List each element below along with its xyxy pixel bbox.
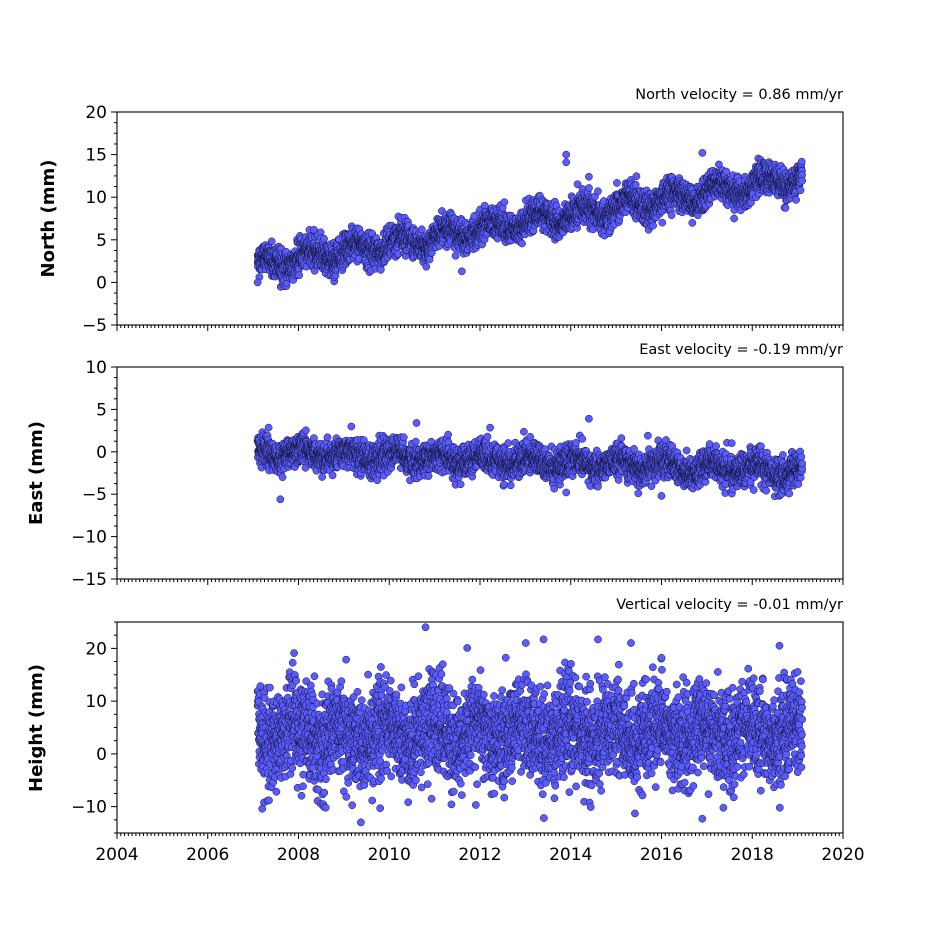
data-point: [797, 157, 806, 166]
north-points: [253, 149, 807, 291]
data-point: [796, 186, 805, 195]
data-point: [631, 180, 640, 189]
data-point: [422, 262, 431, 271]
data-point: [798, 176, 807, 185]
data-point: [480, 201, 489, 210]
data-point: [320, 234, 328, 243]
y-tick-label: 0: [96, 273, 107, 293]
east-velocity-title: East velocity = -0.19 mm/yr: [639, 342, 843, 358]
data-point: [318, 473, 326, 481]
data-point: [264, 423, 273, 432]
data-point: [278, 473, 287, 481]
data-point: [500, 198, 509, 207]
data-point: [632, 172, 641, 181]
data-point: [667, 211, 676, 220]
data-point: [562, 150, 571, 159]
y-tick-label: −5: [82, 316, 107, 336]
data-point: [585, 184, 593, 192]
data-point: [328, 471, 337, 480]
y-tick-label: 20: [85, 103, 107, 123]
data-point: [613, 179, 621, 187]
y-tick-label: 15: [85, 146, 107, 166]
data-point: [594, 187, 602, 196]
east-y-axis-label: East (mm): [26, 421, 47, 525]
data-point: [722, 167, 731, 176]
data-point: [376, 266, 385, 274]
y-tick-label: 10: [85, 188, 107, 208]
data-point: [698, 149, 707, 157]
data-point: [267, 237, 276, 246]
data-point: [585, 172, 593, 181]
y-tick-label: 5: [96, 231, 107, 251]
data-point: [730, 214, 738, 223]
data-point: [649, 221, 657, 230]
data-point: [458, 267, 466, 276]
data-point: [451, 251, 460, 260]
data-point: [518, 239, 526, 248]
data-point: [295, 271, 304, 280]
north-velocity-title: North velocity = 0.86 mm/yr: [635, 87, 843, 103]
data-point: [323, 433, 332, 442]
data-point: [781, 204, 790, 212]
data-point: [425, 255, 434, 264]
data-point: [792, 195, 800, 204]
data-point: [253, 278, 262, 287]
north-panel: North velocity = 0.86 mm/yr North (mm) −…: [38, 87, 844, 336]
data-point: [417, 225, 426, 234]
data-point: [302, 426, 310, 435]
data-point: [658, 218, 667, 227]
data-point: [347, 422, 356, 431]
north-y-axis-label: North (mm): [38, 160, 59, 278]
data-point: [688, 219, 697, 227]
data-point: [562, 158, 571, 167]
